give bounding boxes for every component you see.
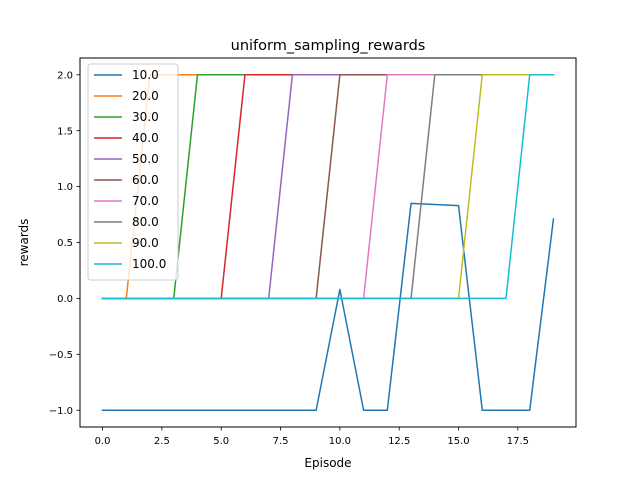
x-tick-label: 15.0 [447, 436, 469, 447]
legend-box [87, 63, 179, 281]
series-line-10-0 [101, 202, 555, 411]
legend-label: 70.0 [132, 194, 159, 208]
y-tick-label: −1.0 [49, 406, 73, 417]
legend-label: 20.0 [132, 89, 159, 103]
legend-label: 80.0 [132, 215, 159, 229]
x-axis: 0.0 2.5 5.0 7.5 10.0 12.5 15.0 17.5 [95, 427, 529, 447]
x-tick-label: 12.5 [388, 436, 410, 447]
legend-label: 10.0 [132, 68, 159, 82]
x-tick-label: 7.5 [273, 436, 289, 447]
y-axis-label: rewards [17, 219, 31, 267]
series-line-100-0 [101, 74, 555, 300]
x-tick-label: 0.0 [95, 436, 111, 447]
x-tick-label: 10.0 [329, 436, 351, 447]
y-tick-label: 1.0 [57, 182, 73, 193]
legend-label: 40.0 [132, 131, 159, 145]
y-tick-label: 0.0 [57, 294, 73, 305]
legend: 10.0 20.0 30.0 40.0 50.0 60.0 70.0 80.0 90.0 100.… [87, 63, 179, 281]
y-tick-label: 2.0 [57, 70, 73, 81]
x-tick-label: 2.5 [154, 436, 170, 447]
y-tick-label: 0.5 [57, 238, 73, 249]
x-axis-label: Episode [304, 456, 351, 470]
legend-label: 100.0 [132, 257, 166, 271]
x-tick-label: 5.0 [213, 436, 229, 447]
chart-title: uniform_sampling_rewards [231, 38, 426, 54]
y-tick-label: −0.5 [49, 350, 73, 361]
y-tick-label: 1.5 [57, 126, 73, 137]
legend-label: 60.0 [132, 173, 159, 187]
legend-label: 50.0 [132, 152, 159, 166]
y-axis: −1.0 −0.5 0.0 0.5 1.0 1.5 2.0 [49, 70, 80, 417]
legend-label: 90.0 [132, 236, 159, 250]
x-tick-label: 17.5 [507, 436, 529, 447]
legend-label: 30.0 [132, 110, 159, 124]
